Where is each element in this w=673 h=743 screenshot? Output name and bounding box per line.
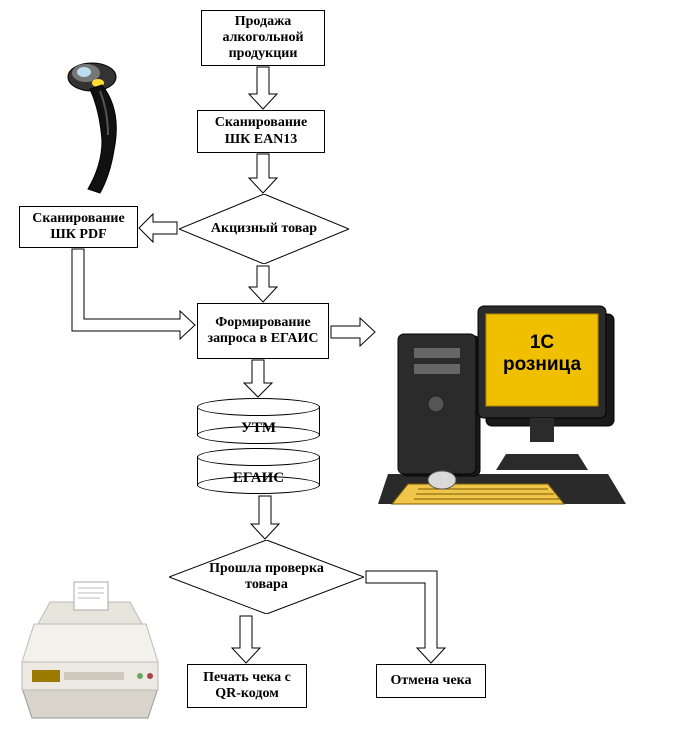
receipt-printer-icon [10, 578, 170, 728]
node-print-qr-label: Печать чека с QR-кодом [192, 670, 302, 702]
node-form-request: Формирование запроса в ЕГАИС [197, 303, 329, 359]
pc-label-line2: розница [496, 354, 588, 376]
node-check-label: Прошла проверка товара [189, 561, 344, 593]
node-excise-decision: Акцизный товар [179, 194, 349, 264]
node-start: Продажа алкогольной продукции [201, 10, 325, 66]
node-cancel: Отмена чека [376, 664, 486, 698]
node-excise-label: Акцизный товар [211, 221, 317, 237]
node-scan-pdf-label: Сканирование ШК PDF [24, 211, 133, 243]
node-check-decision: Прошла проверка товара [169, 540, 364, 614]
barcode-scanner-icon [44, 55, 164, 205]
node-egais-label: ЕГАИС [233, 470, 284, 487]
node-print-qr: Печать чека с QR-кодом [187, 664, 307, 708]
node-start-label: Продажа алкогольной продукции [206, 14, 320, 62]
node-utm-label: УТМ [241, 420, 276, 437]
node-scan-ean13-label: Сканирование ШК EAN13 [202, 115, 320, 147]
node-scan-pdf: Сканирование ШК PDF [19, 206, 138, 248]
flowchart-stage: 1С розница Продажа алкогольной прод [0, 0, 673, 743]
node-form-request-label: Формирование запроса в ЕГАИС [202, 315, 324, 347]
computer-icon: 1С розница [378, 294, 626, 514]
node-scan-ean13: Сканирование ШК EAN13 [197, 110, 325, 153]
node-cancel-label: Отмена чека [390, 673, 471, 689]
node-utm: УТМ [197, 398, 320, 444]
node-egais: ЕГАИС [197, 448, 320, 494]
pc-label-line1: 1С [496, 332, 588, 354]
